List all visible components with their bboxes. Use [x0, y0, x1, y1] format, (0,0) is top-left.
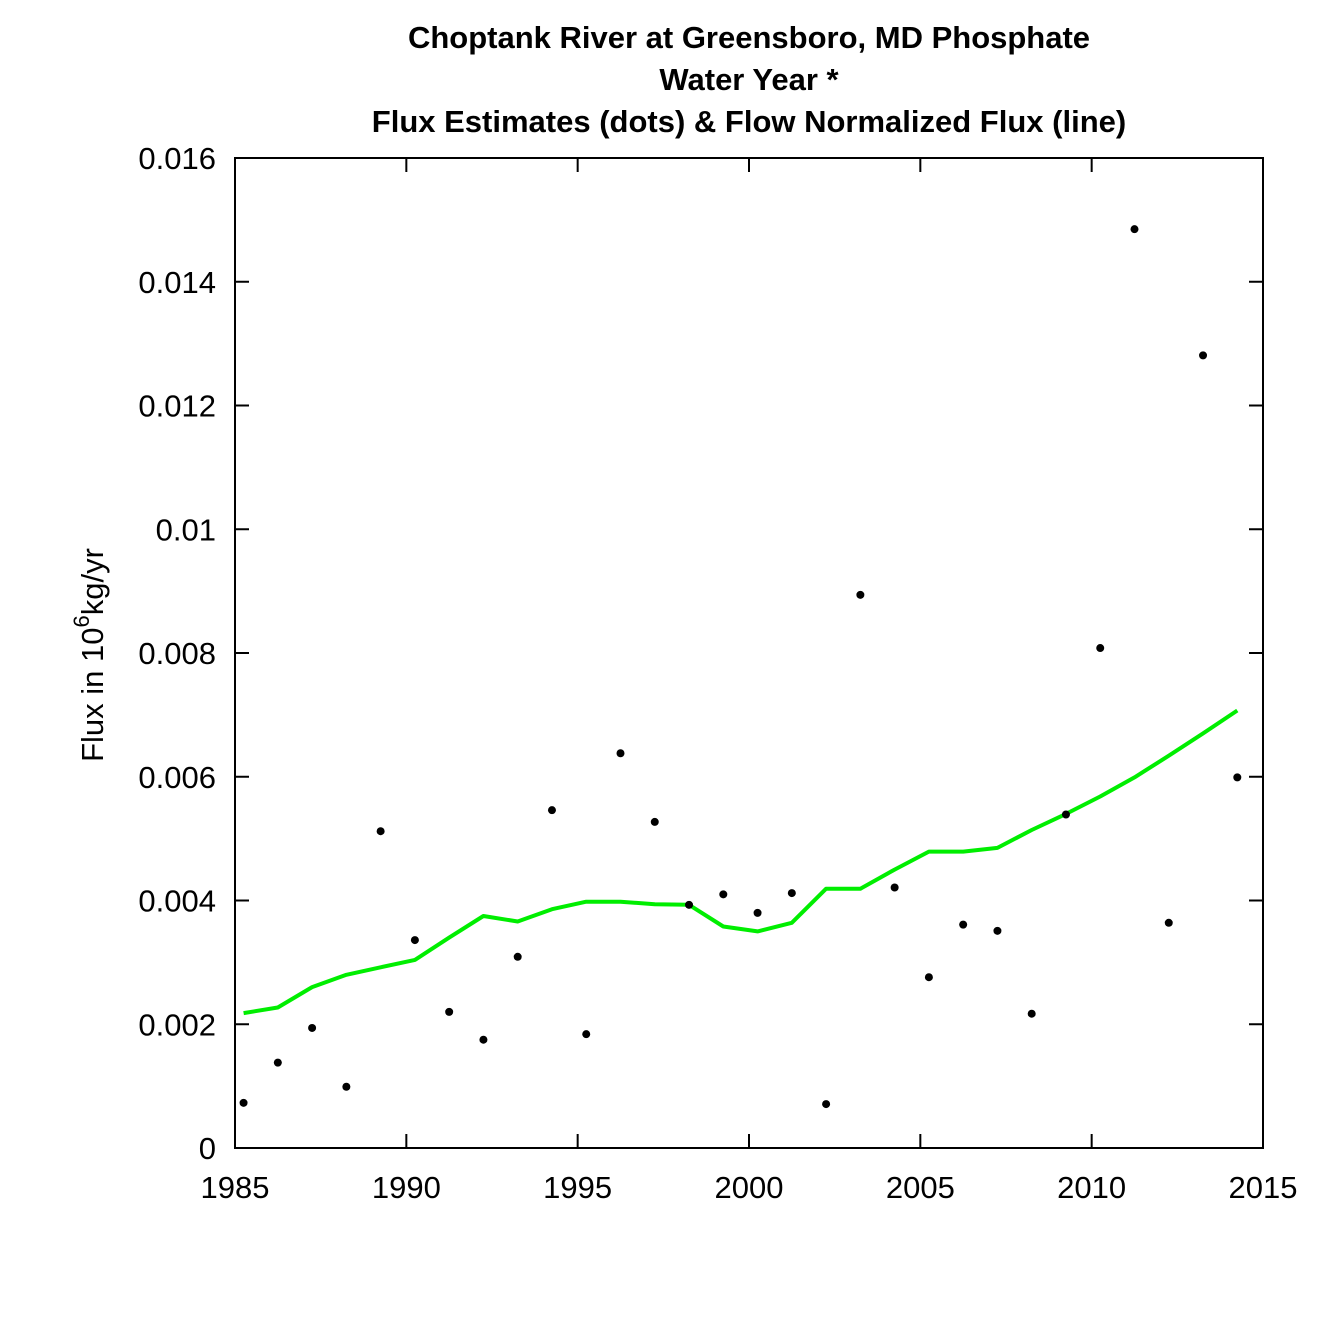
x-tick-label: 2005: [886, 1170, 955, 1205]
flux-estimate-dot: [856, 590, 865, 599]
x-tick-label: 2010: [1057, 1170, 1126, 1205]
x-tick-label: 1990: [372, 1170, 441, 1205]
flux-estimate-dot: [513, 952, 522, 961]
flux-estimate-dot: [1233, 773, 1242, 782]
flux-estimate-dot: [1061, 810, 1070, 819]
flux-estimate-dot: [1199, 351, 1208, 360]
flux-estimate-dot: [787, 889, 796, 898]
y-tick-label: 0.008: [138, 636, 216, 671]
flux-dots-layer: [239, 225, 1242, 1109]
flux-estimate-dot: [822, 1100, 831, 1109]
flux-estimate-dot: [685, 900, 694, 909]
flux-estimate-dot: [376, 827, 385, 836]
plot-frame: [234, 157, 1264, 1149]
flux-estimate-dot: [308, 1023, 317, 1032]
flux-estimate-dot: [993, 926, 1002, 935]
y-tick-label: 0.002: [138, 1007, 216, 1042]
flux-estimate-dot: [479, 1035, 488, 1044]
chart-description: Flux Estimates (dots) & Flow Normalized …: [371, 104, 1127, 139]
y-axis-label: Flux in 106kg/yr: [69, 548, 110, 762]
y-tick-label: 0.016: [138, 141, 216, 176]
flux-estimate-dot: [1027, 1009, 1036, 1018]
chart-title: Choptank River at Greensboro, MD Phospha…: [407, 20, 1091, 55]
flux-estimate-dot: [1096, 644, 1105, 653]
chart-subtitle: Water Year *: [659, 62, 839, 97]
x-tick-label: 1995: [543, 1170, 612, 1205]
flux-estimate-dot: [445, 1007, 454, 1016]
x-tick-label: 2015: [1229, 1170, 1298, 1205]
axes: 1985 1990 1995 2000 2005 2010 2015 0 0.002 0.004 0…: [138, 141, 1297, 1205]
flux-estimate-dot: [924, 973, 933, 982]
flux-estimate-dot: [753, 908, 762, 917]
y-tick-label: 0: [199, 1131, 216, 1166]
y-tick-label: 0.01: [156, 512, 216, 547]
flux-estimate-dot: [239, 1098, 248, 1107]
flux-estimate-dot: [890, 883, 899, 892]
flux-estimate-dot: [1164, 918, 1173, 927]
flux-estimate-dot: [650, 817, 659, 826]
flux-estimate-dot: [1130, 225, 1139, 234]
y-tick-label: 0.012: [138, 389, 216, 424]
flux-estimate-dot: [582, 1030, 591, 1039]
x-tick-label: 1985: [201, 1170, 270, 1205]
flux-estimate-dot: [410, 936, 419, 945]
flux-estimate-dot: [273, 1058, 282, 1067]
flux-estimate-dot: [719, 890, 728, 899]
flow-normalized-line-layer: [243, 708, 1239, 1016]
y-tick-label: 0.014: [138, 265, 216, 300]
y-tick-label: 0.004: [138, 884, 216, 919]
x-tick-label: 2000: [715, 1170, 784, 1205]
flux-estimate-dot: [959, 920, 968, 929]
flux-estimate-dot: [547, 806, 556, 815]
flux-estimate-dot: [616, 749, 625, 758]
flow-normalized-flux-line: [243, 708, 1239, 1016]
flux-estimate-dot: [342, 1082, 351, 1091]
y-tick-label: 0.006: [138, 760, 216, 795]
